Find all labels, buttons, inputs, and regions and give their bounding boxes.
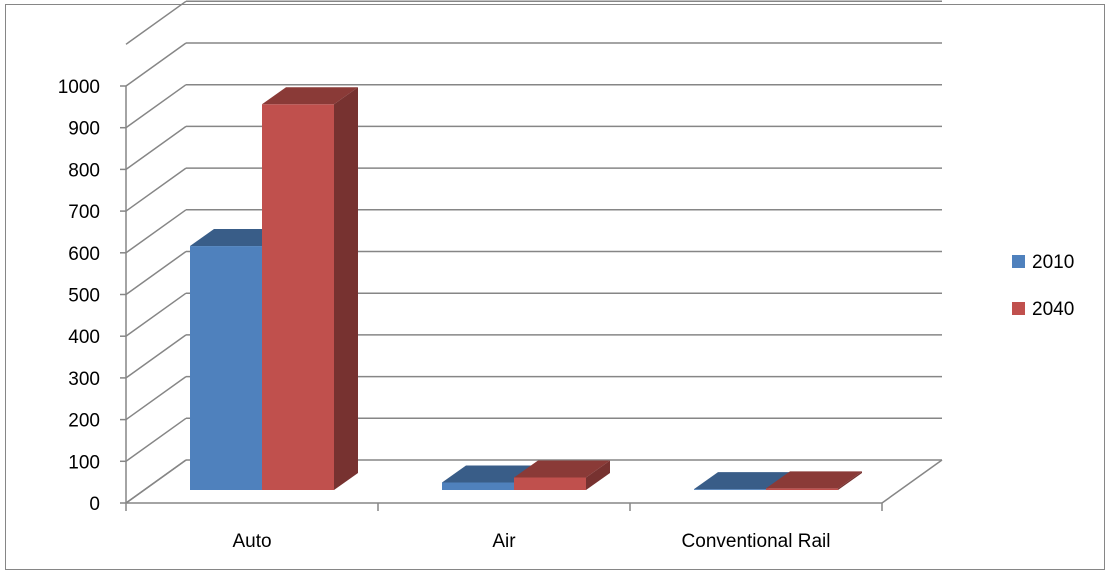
- y-tick-label-800: 800: [68, 160, 100, 181]
- bar-front-face: [766, 488, 838, 490]
- bars: [190, 87, 862, 491]
- y-tick-label-400: 400: [68, 327, 100, 348]
- bar-front-face: [190, 246, 262, 490]
- legend-swatch-2010: [1012, 255, 1025, 268]
- bar-side-face: [838, 471, 862, 490]
- gridline-side-300: [125, 334, 187, 379]
- legend-swatch-2040: [1012, 302, 1025, 315]
- gridline-side-100: [125, 417, 187, 462]
- bar-side-face: [586, 460, 610, 490]
- y-tick-label-600: 600: [68, 244, 100, 265]
- x-tick-label-2: Air: [492, 531, 516, 552]
- gridline-side-700: [125, 167, 187, 212]
- bar-front-face: [442, 482, 514, 490]
- y-tick-label-900: 900: [68, 119, 100, 140]
- gridline-side-800: [125, 125, 187, 171]
- gridline-side-400: [125, 292, 187, 337]
- bar-top-face: [694, 472, 790, 490]
- bar-auto-2040: [262, 87, 358, 491]
- gridline-side-900: [125, 84, 187, 129]
- x-axis-tick-labels: Auto Air Conventional Rail: [232, 531, 830, 552]
- y-tick-label-0: 0: [89, 494, 100, 515]
- x-tick-label-3: Conventional Rail: [682, 531, 831, 552]
- y-tick-label-300: 300: [68, 369, 100, 390]
- bar-front-face: [694, 489, 766, 490]
- gridline-side-500: [125, 250, 187, 296]
- bar-front-face: [262, 104, 334, 491]
- x-tick-label-1: Auto: [232, 531, 271, 552]
- y-axis-tick-labels: 0 100 200 300 400 500 600 700 800 900 1000: [58, 77, 100, 515]
- y-tick-label-700: 700: [68, 202, 100, 223]
- gridline-side-0: [125, 459, 187, 504]
- legend: 2010 2040: [1012, 252, 1074, 320]
- gridline-side-600: [125, 209, 187, 254]
- bar-top-face: [262, 87, 358, 105]
- y-tick-label-200: 200: [68, 411, 100, 432]
- legend-label-2040: 2040: [1032, 299, 1074, 320]
- bar-top-face: [514, 460, 610, 478]
- floor-right-edge: [881, 459, 943, 504]
- bar-conventional-rail-2040: [766, 471, 862, 490]
- legend-label-2010: 2010: [1032, 252, 1074, 273]
- gridline-side-200: [125, 375, 187, 421]
- y-tick-label-500: 500: [68, 286, 100, 307]
- bar-side-face: [334, 87, 358, 491]
- bar-top-face: [766, 471, 862, 489]
- axes: [120, 85, 883, 511]
- bar-front-face: [514, 477, 586, 490]
- gridline-side-top: [125, 0, 187, 45]
- bar-air-2040: [514, 460, 610, 490]
- y-tick-label-1000: 1000: [58, 77, 100, 98]
- gridline-side-1000: [125, 42, 187, 87]
- y-tick-label-100: 100: [68, 452, 100, 473]
